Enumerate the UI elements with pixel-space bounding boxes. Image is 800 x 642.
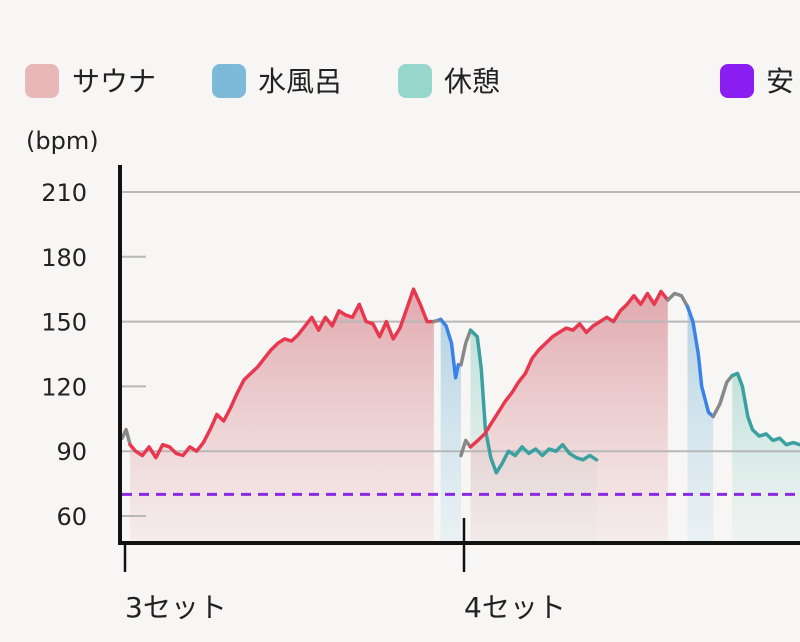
y-axis-unit-label: (bpm) — [26, 127, 99, 155]
transition-heart-rate-line — [713, 376, 732, 417]
legend-label-sauna: サウナ — [72, 65, 156, 98]
legend: サウナ 水風呂 休憩 安 — [25, 64, 794, 98]
transition-heart-rate-line — [461, 330, 471, 365]
legend-swatch-resting-hr — [720, 64, 754, 98]
legend-swatch-rest — [398, 64, 432, 98]
legend-swatch-cold-bath — [212, 64, 246, 98]
legend-label-resting-hr: 安 — [766, 65, 794, 98]
y-tick-label: 150 — [41, 309, 87, 337]
legend-swatch-sauna — [25, 64, 59, 98]
phase-fills — [130, 289, 800, 543]
legend-label-cold-bath: 水風呂 — [258, 65, 342, 98]
rest-fill — [732, 373, 800, 543]
transition-heart-rate-line — [461, 440, 471, 455]
y-tick-label: 90 — [56, 438, 87, 466]
y-tick-label: 210 — [41, 179, 87, 207]
legend-label-rest: 休憩 — [444, 65, 500, 98]
y-tick-label: 60 — [56, 503, 87, 531]
legend-item-sauna[interactable]: サウナ — [25, 64, 156, 98]
transition-heart-rate-line — [668, 294, 688, 307]
transition-heart-rate-line — [122, 430, 130, 445]
legend-item-rest[interactable]: 休憩 — [398, 64, 500, 98]
x-marker-label: 3セット — [125, 591, 227, 624]
y-tick-label: 180 — [41, 244, 87, 272]
x-marker-label: 4セット — [464, 591, 566, 624]
cold-fill — [441, 319, 461, 543]
legend-item-resting-hr[interactable]: 安 — [720, 64, 794, 98]
legend-item-cold-bath[interactable]: 水風呂 — [212, 64, 342, 98]
y-tick-label: 120 — [41, 373, 87, 401]
cold-fill — [687, 307, 713, 544]
